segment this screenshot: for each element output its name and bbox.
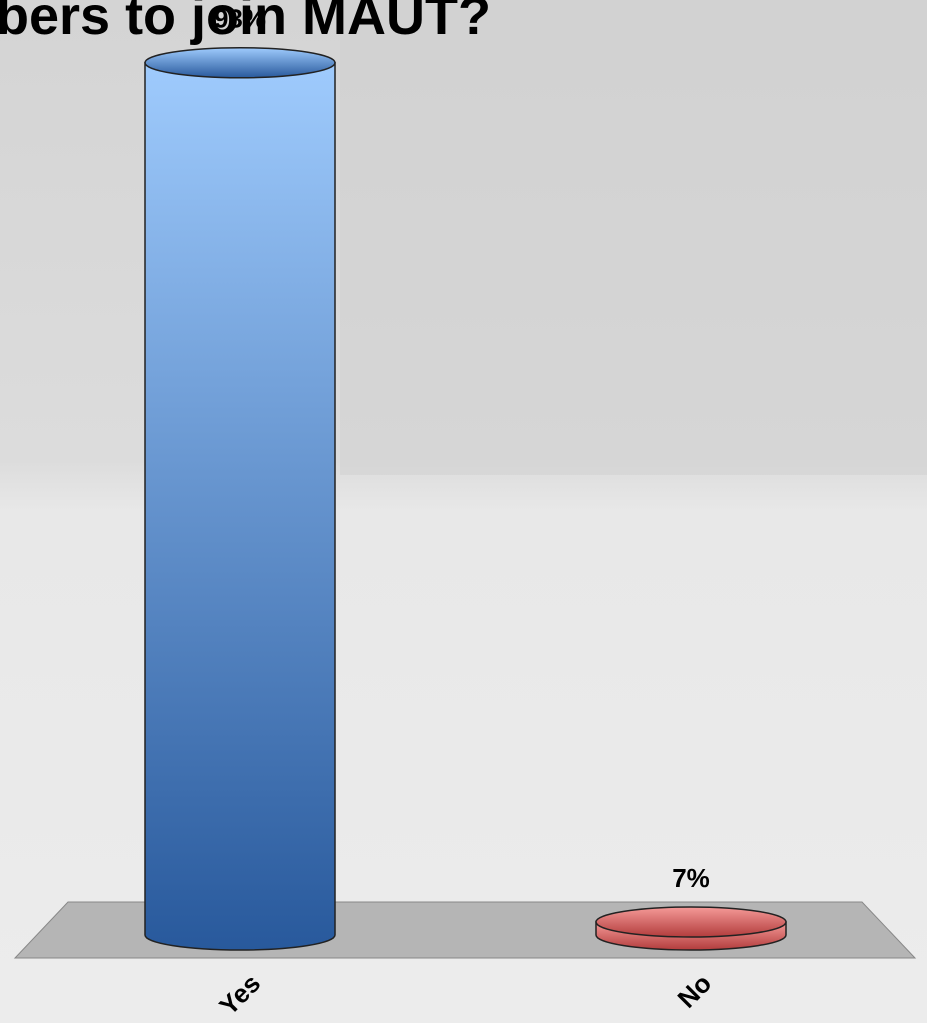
chart-title: bers to join MAUT? <box>0 0 491 46</box>
bar <box>144 61 336 951</box>
value-label: 7% <box>672 863 710 893</box>
bar-top <box>144 46 336 79</box>
value-label: 93% <box>214 4 266 34</box>
background-photo <box>340 0 927 475</box>
bar-top <box>595 906 787 938</box>
